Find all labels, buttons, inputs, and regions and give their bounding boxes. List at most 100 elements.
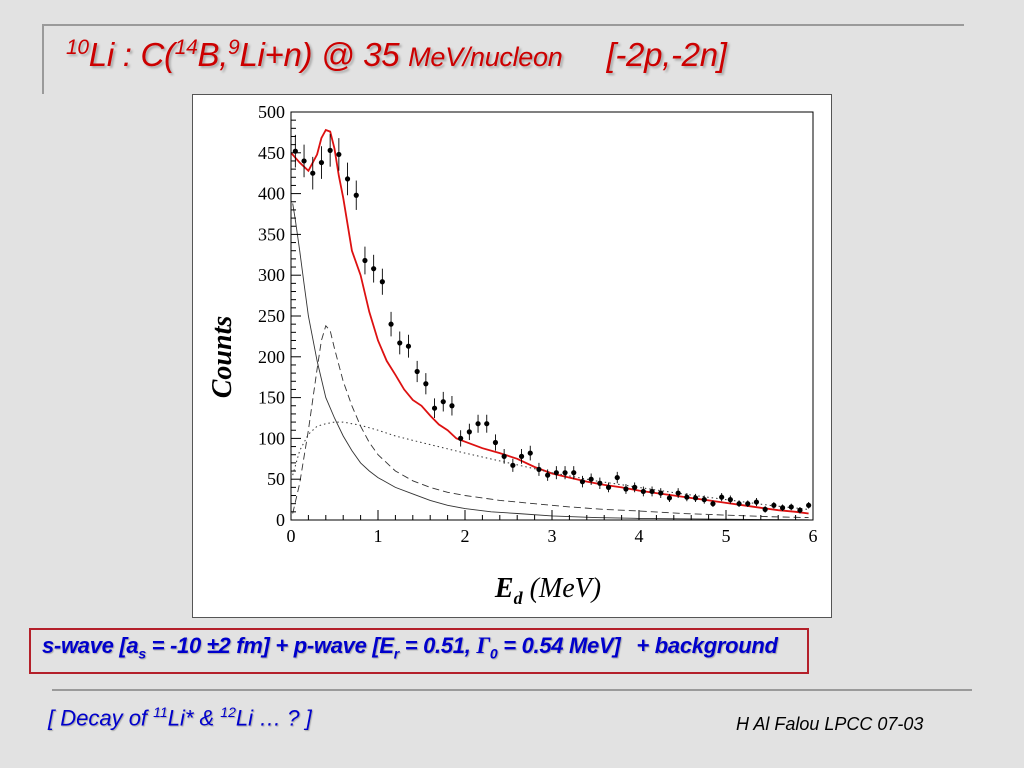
data-point (632, 482, 638, 493)
data-point (788, 503, 794, 511)
data-point (684, 493, 690, 502)
y-tick-label: 200 (258, 347, 285, 367)
data-point (597, 477, 603, 489)
author-credit: H Al Falou LPCC 07-03 (736, 714, 924, 734)
x-axis-label-subscript: d (514, 588, 524, 608)
data-point (579, 475, 586, 488)
data-marker (536, 466, 542, 473)
data-point (588, 473, 594, 485)
footer-note: [ Decay of 11Li* & 12Li … ? ] (48, 704, 312, 731)
title-text-b: B, (197, 36, 229, 73)
data-point (545, 469, 551, 481)
fit-s-subscript: s (138, 645, 146, 662)
data-point (614, 471, 620, 484)
data-marker (458, 435, 464, 441)
footer-isotope-11: 11 (153, 704, 168, 720)
data-point (327, 134, 333, 167)
x-tick-label: 6 (809, 526, 818, 546)
data-marker (753, 499, 760, 505)
data-marker (501, 453, 507, 459)
fit-gamma-symbol: Γ (476, 633, 490, 658)
title-text-li: Li : C( (88, 36, 175, 73)
fit-width-value: = 0.54 MeV] (497, 633, 621, 658)
series-total-fit-curve (290, 128, 809, 515)
data-point (675, 488, 681, 498)
data-point (301, 144, 307, 178)
title-text-removal: [-2p,-2n] (606, 36, 727, 73)
data-point (388, 311, 394, 337)
data-marker (788, 504, 794, 510)
data-point (736, 500, 742, 507)
fit-background-text: + background (636, 633, 778, 658)
data-marker (623, 486, 629, 492)
y-tick-label: 0 (276, 510, 285, 530)
fit-r-subscript: r (393, 645, 399, 662)
data-point (501, 449, 507, 464)
data-marker (466, 429, 472, 435)
data-point (344, 162, 351, 196)
data-marker (571, 470, 577, 476)
data-marker (484, 421, 490, 427)
data-marker (397, 340, 403, 346)
data-point (666, 493, 673, 503)
data-marker (371, 266, 377, 272)
data-point (562, 466, 568, 480)
data-point (640, 486, 646, 497)
data-point (605, 482, 612, 493)
data-marker (414, 368, 420, 375)
y-tick-label: 500 (258, 102, 285, 122)
data-marker (553, 470, 559, 476)
fit-gamma-subscript: 0 (489, 645, 498, 662)
x-tick-label: 3 (548, 526, 557, 546)
data-marker (797, 507, 803, 513)
title-isotope-9: 9 (228, 36, 240, 59)
data-point (440, 391, 446, 412)
data-marker (492, 439, 499, 446)
x-axis-label-symbol: E (494, 573, 514, 604)
data-point (623, 484, 629, 494)
fit-p-wave-text: = -10 ±2 fm] + p-wave [E (145, 633, 394, 658)
data-point (658, 488, 664, 498)
data-marker (701, 497, 707, 503)
data-marker (449, 403, 455, 409)
footer-isotope-12: 12 (220, 704, 236, 720)
left-divider (42, 24, 44, 94)
fit-resonance-energy: = 0.51, (398, 633, 477, 658)
x-tick-label: 5 (722, 526, 731, 546)
data-point (692, 493, 699, 503)
title-text-units: MeV/nucleon (408, 42, 563, 72)
decay-energy-chart: 0 1 2 3 4 5 6 0 50 100 150 200 250 300 350 400 450 500 Co… (207, 102, 818, 608)
x-tick-label: 1 (374, 526, 383, 546)
plot-frame (290, 111, 814, 521)
data-marker (388, 321, 394, 327)
y-tick-label: 450 (258, 143, 285, 163)
data-marker (727, 497, 733, 503)
data-marker (510, 462, 516, 468)
data-point (310, 156, 316, 190)
data-marker (658, 490, 664, 496)
data-point (797, 506, 803, 514)
data-point (806, 502, 812, 509)
data-point (371, 254, 377, 283)
data-marker (579, 479, 586, 485)
y-tick-label: 150 (258, 388, 285, 408)
data-point (353, 180, 359, 210)
data-point (719, 493, 725, 502)
data-marker (692, 495, 699, 501)
data-marker (362, 257, 368, 264)
data-marker (762, 506, 768, 512)
y-tick-label: 50 (267, 469, 285, 489)
data-point (397, 331, 403, 355)
y-tick-label: 400 (258, 184, 285, 204)
fit-description-box (29, 628, 809, 674)
data-point (745, 500, 751, 507)
series-background-curve (292, 421, 809, 510)
bottom-divider (52, 689, 972, 691)
data-marker (666, 495, 673, 501)
data-marker (379, 279, 385, 285)
data-marker (684, 494, 690, 500)
data-point (336, 138, 342, 171)
data-marker (545, 472, 551, 478)
data-point (362, 246, 368, 275)
x-axis-label: Ed (MeV) (494, 573, 601, 608)
